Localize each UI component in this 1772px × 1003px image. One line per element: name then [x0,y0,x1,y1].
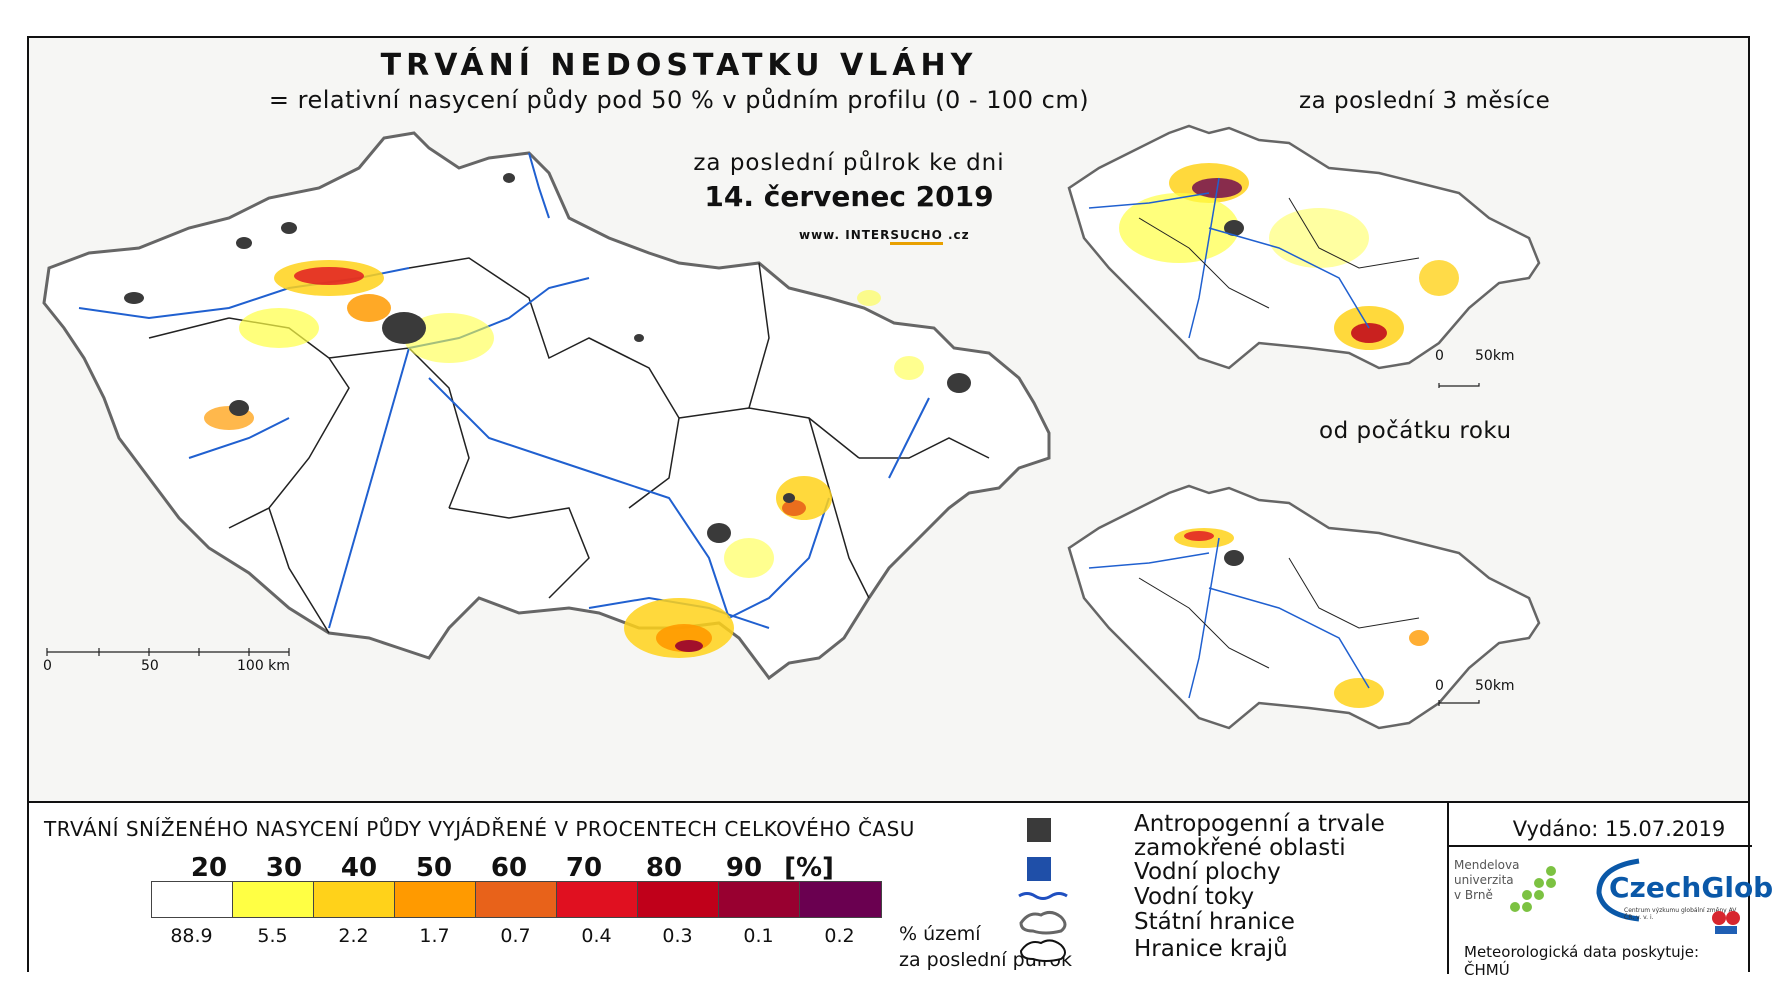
symbol-water-areas: Vodní plochy [1134,859,1281,885]
legend-pct: 1.7 [419,925,450,947]
legend-swatch-6 [557,882,638,917]
page-subtitle: = relativní nasycení půdy pod 50 % v půd… [268,86,1090,114]
inset-3-months-scale-start: 0 [1435,348,1444,364]
date-label: 14. červenec 2019 [704,180,994,213]
legend-pct: 5.5 [257,925,288,947]
legend-tick: 70 [565,853,603,883]
symbol-region-border: Hranice krajů [1134,936,1288,962]
legend-tick: 40 [340,853,378,883]
region-border-icon [1019,939,1066,962]
legend-tick: 90 [725,853,763,883]
legend-tick: 80 [645,853,683,883]
symbol-anthropogenic-line2: zamokřené oblasti [1134,835,1346,861]
czechglobe-arc-icon [1596,858,1640,922]
water-swatch-icon [1027,857,1051,881]
legend-pct: 0.7 [500,925,531,947]
drought-patches-main [204,260,924,658]
main-scale-100: 100 km [237,658,290,674]
legend-panel: TRVÁNÍ SNÍŽENÉHO NASYCENÍ PŮDY VYJÁDŘENÉ… [29,801,1772,979]
legend-swatch-1 [152,882,233,917]
legend-color-bar [151,881,882,918]
main-scale-50: 50 [141,658,159,674]
website-highlight: SUCHO [890,228,943,245]
legend-tick: 20 [190,853,228,883]
main-scale-bar [46,648,290,656]
legend-pct: 88.9 [170,925,213,947]
legend-swatch-3 [314,882,395,917]
mendel-dots-icon [1510,866,1556,912]
legend-tick: 30 [265,853,303,883]
map-area: TRVÁNÍ NEDOSTATKU VLÁHY = relativní nasy… [29,38,1748,801]
legend-title: TRVÁNÍ SNÍŽENÉHO NASYCENÍ PŮDY VYJÁDŘENÉ… [44,817,915,841]
website-suffix: .cz [942,228,970,242]
main-map [42,124,1541,730]
chmu-logo-icon [1712,911,1740,934]
website-link[interactable]: www. INTERSUCHO .cz [799,228,970,245]
legend-pct: 0.3 [662,925,693,947]
credits-hline [1447,845,1752,847]
legend-pct: 0.2 [824,925,855,947]
legend-swatch-5 [476,882,557,917]
symbol-state-border: Státní hranice [1134,909,1295,935]
symbol-anthropogenic-line1: Antropogenní a trvale [1134,811,1385,837]
legend-swatch-9 [800,882,881,917]
legend-swatch-2 [233,882,314,917]
symbol-icons [1018,818,1068,962]
legend-tick: 60 [490,853,528,883]
legend-pct-note-line1: % území [899,923,981,945]
legend-pct: 2.2 [338,925,369,947]
anthropogenic-areas-main [124,173,971,543]
chmu-credit: Meteorologická data poskytuje: ČHMÚ [1464,943,1700,979]
legend-swatch-8 [719,882,800,917]
inset-3-months [1067,124,1541,388]
inset-3-months-label: za poslední 3 měsíce [1299,88,1551,114]
czech-outline-main [42,131,1051,681]
period-label: za poslední půlrok ke dni [693,150,1005,176]
czechglobe-logo: CzechGlobe [1609,871,1772,904]
region-borders-main [148,257,990,634]
legend-tick-unit: [%] [784,853,834,883]
legend-swatch-7 [638,882,719,917]
mendel-logo: Mendelova univerzita v Brně [1454,858,1519,903]
legend-tick: 50 [415,853,453,883]
mendel-line1: Mendelova [1454,858,1520,872]
credits-divider [1447,803,1449,974]
main-scale-0: 0 [43,658,52,674]
anthropogenic-swatch-icon [1027,818,1051,842]
mendel-line3: v Brně [1454,888,1493,902]
legend-pct: 0.1 [743,925,774,947]
legend-swatch-4 [395,882,476,917]
czechglobe-subtitle: Centrum výzkumu globální změny AV ČR, v.… [1624,907,1737,921]
inset-year-label: od počátku roku [1319,418,1512,444]
legend-pct: 0.4 [581,925,612,947]
inset-3-months-scale-end: 50km [1475,348,1515,364]
inset-year-scale-start: 0 [1435,678,1444,694]
page-title: TRVÁNÍ NEDOSTATKU VLÁHY [380,48,978,83]
website-prefix: www. INTER [799,228,891,242]
mendel-line2: univerzita [1454,873,1514,887]
symbol-rivers: Vodní toky [1134,884,1255,910]
map-frame: TRVÁNÍ NEDOSTATKU VLÁHY = relativní nasy… [27,36,1772,979]
river-line-icon [1018,892,1068,900]
state-border-icon [1019,910,1067,935]
inset-year-scale-end: 50km [1475,678,1515,694]
inset-year [1067,484,1541,730]
issued-date: Vydáno: 15.07.2019 [1512,817,1726,841]
